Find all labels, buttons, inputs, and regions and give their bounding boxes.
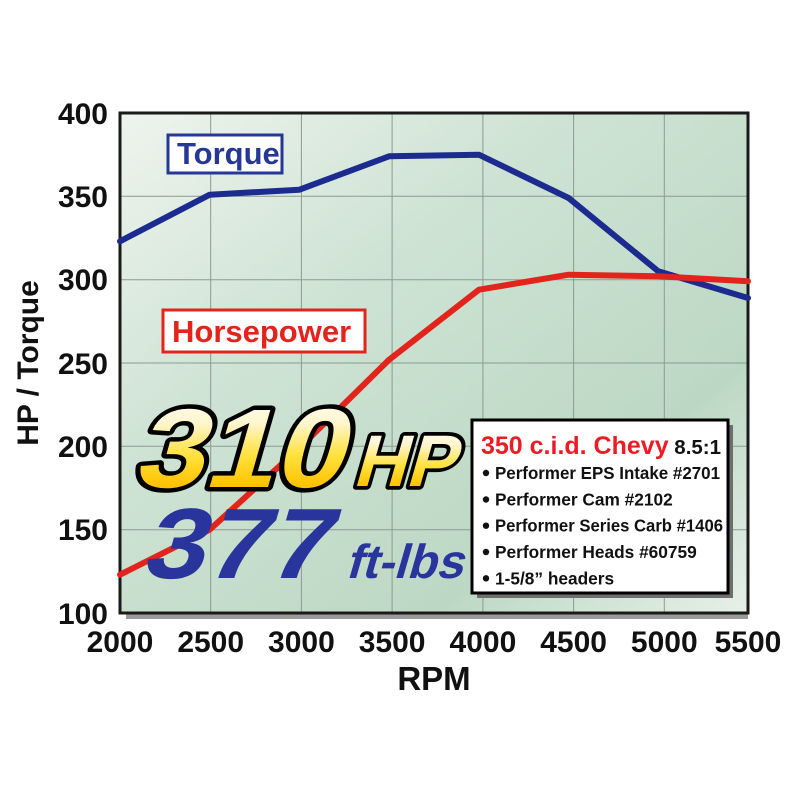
svg-text:200: 200 — [58, 431, 108, 464]
svg-text:377: 377 — [134, 487, 353, 599]
svg-text:4000: 4000 — [450, 626, 517, 659]
svg-text:5500: 5500 — [715, 626, 782, 659]
svg-text:2000: 2000 — [87, 626, 154, 659]
svg-text:Performer Heads #60759: Performer Heads #60759 — [495, 542, 697, 562]
svg-text:350: 350 — [58, 181, 108, 214]
svg-text:3000: 3000 — [268, 626, 335, 659]
svg-text:4500: 4500 — [540, 626, 607, 659]
svg-text:1-5/8” headers: 1-5/8” headers — [495, 568, 614, 588]
svg-text:350 c.i.d. Chevy 8.5:1: 350 c.i.d. Chevy 8.5:1 — [481, 432, 721, 460]
svg-text:400: 400 — [58, 98, 108, 131]
svg-text:250: 250 — [58, 348, 108, 381]
svg-text:Performer Series Carb #1406: Performer Series Carb #1406 — [495, 516, 723, 536]
svg-text:150: 150 — [58, 514, 108, 547]
svg-text:ft-lbs: ft-lbs — [342, 536, 474, 589]
svg-text:2500: 2500 — [177, 626, 244, 659]
svg-text:Performer Cam #2102: Performer Cam #2102 — [495, 490, 673, 510]
svg-text:HP / Torque: HP / Torque — [12, 280, 45, 446]
svg-text:3500: 3500 — [359, 626, 426, 659]
svg-text:5000: 5000 — [631, 626, 698, 659]
svg-text:300: 300 — [58, 264, 108, 297]
svg-text:RPM: RPM — [397, 660, 470, 697]
svg-text:Horsepower: Horsepower — [172, 314, 351, 349]
svg-text:Performer EPS Intake #2701: Performer EPS Intake #2701 — [495, 463, 720, 483]
svg-text:Torque: Torque — [177, 136, 280, 171]
